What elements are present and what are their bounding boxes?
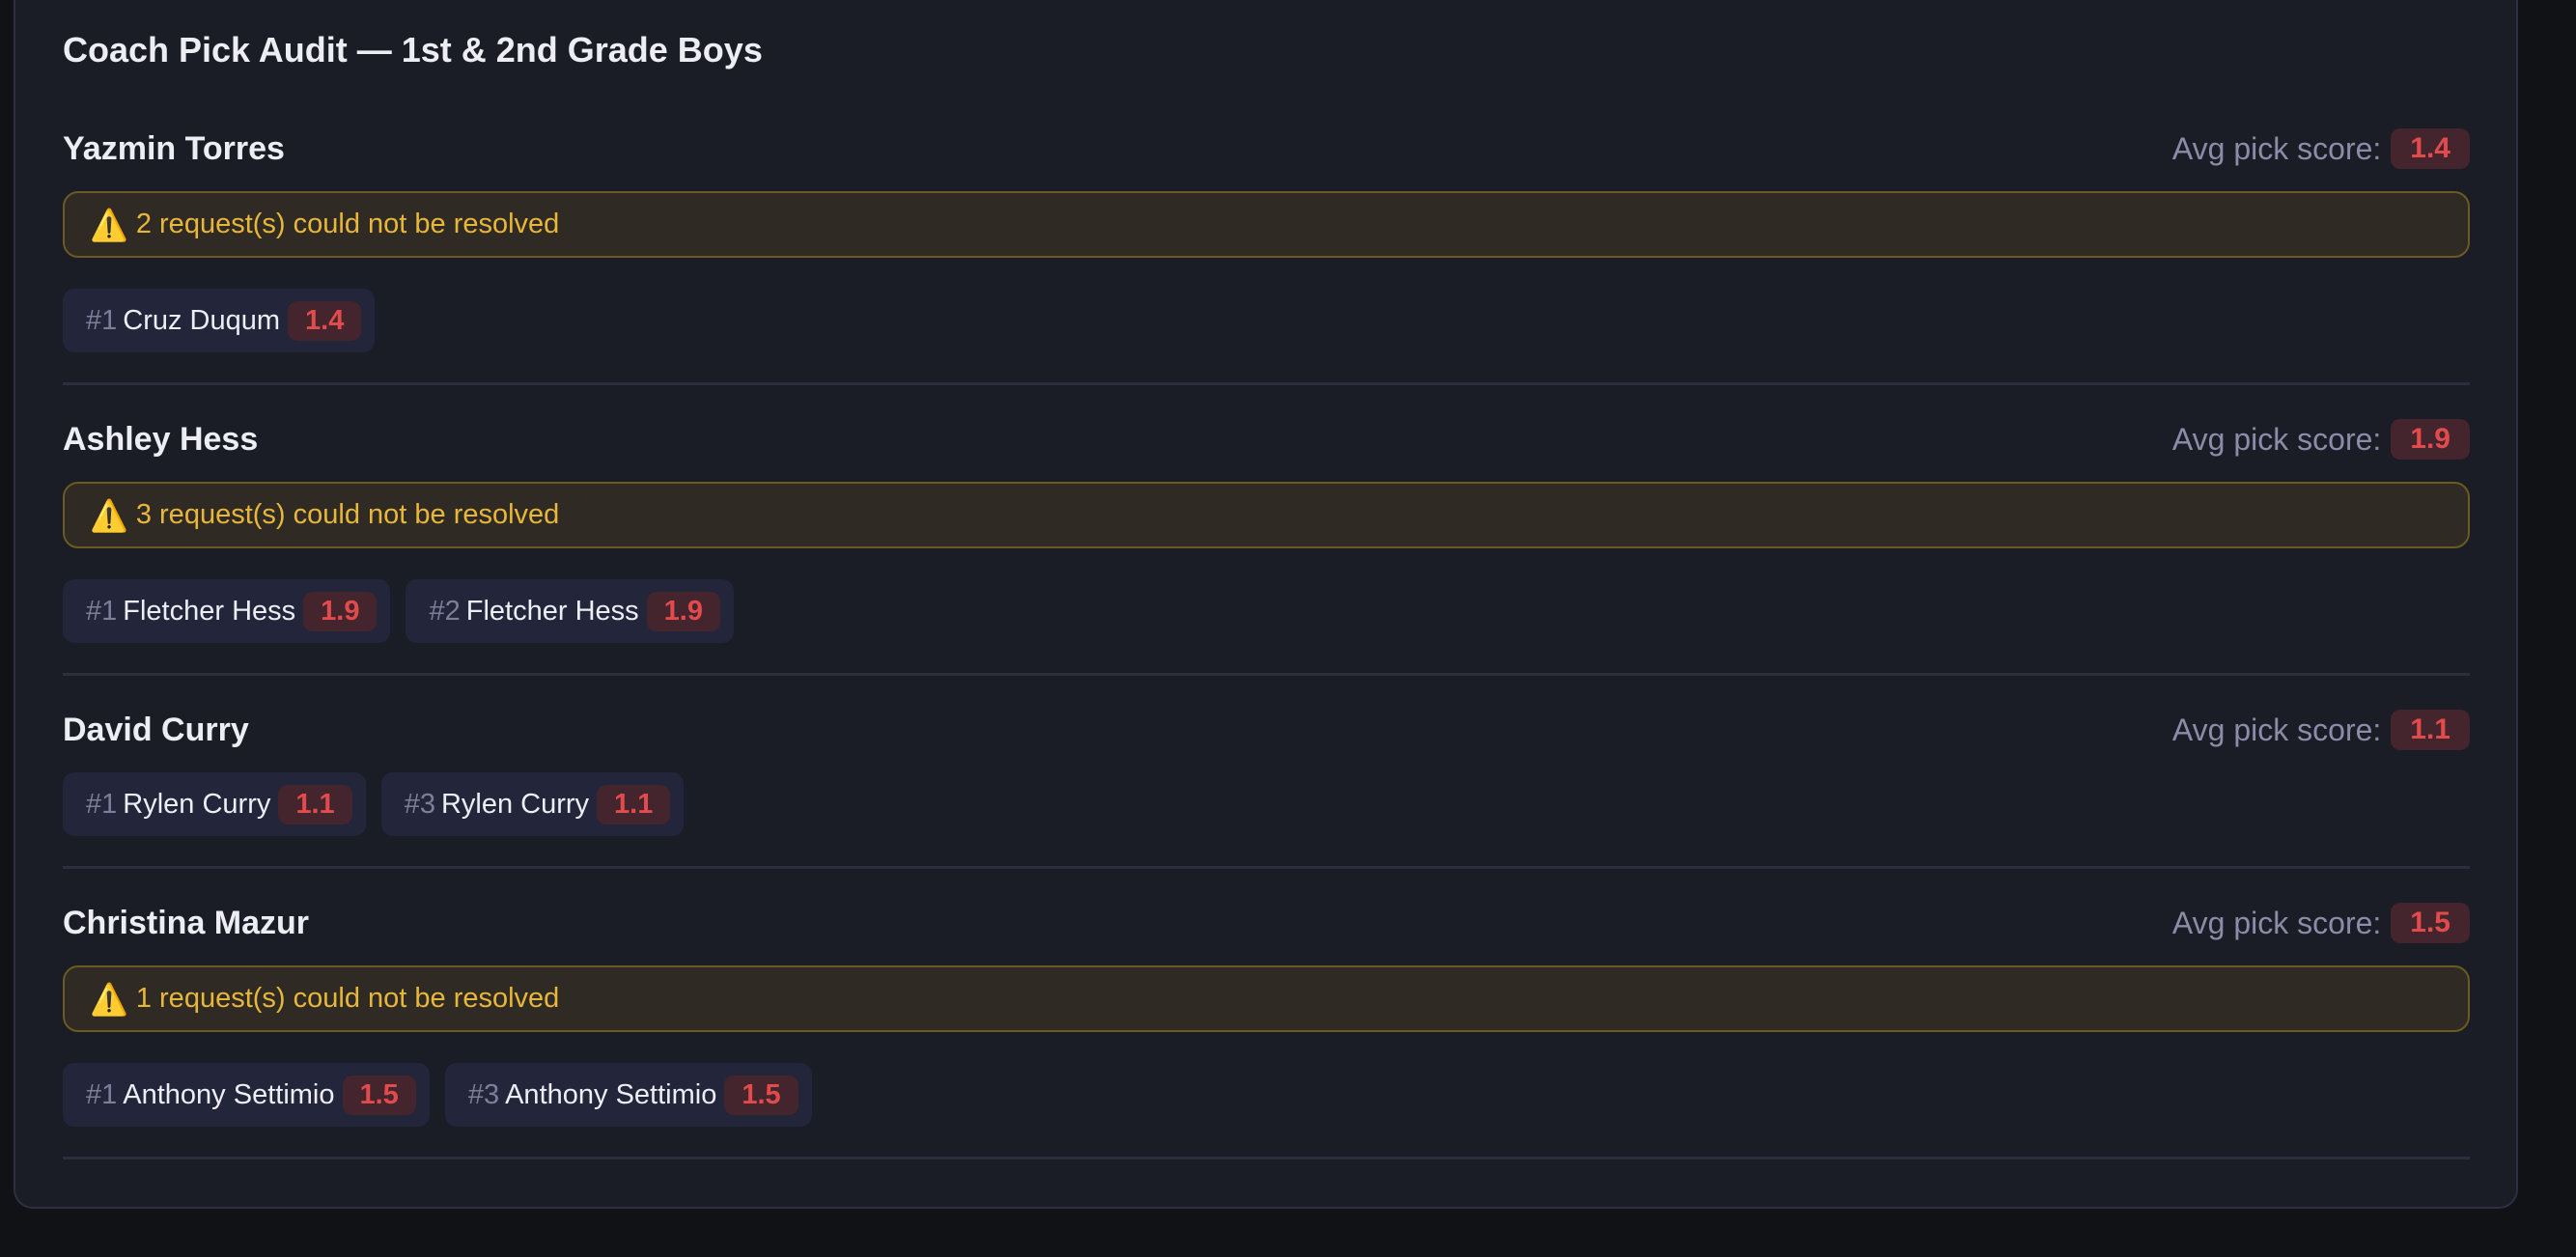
pick-score-badge: 1.1	[278, 784, 352, 824]
coach-header: David Curry Avg pick score: 1.1	[63, 709, 2470, 751]
pick-score-badge: 1.5	[724, 1075, 798, 1115]
pick-list: #1 Anthony Settimio 1.5 #3 Anthony Setti…	[63, 1063, 2470, 1127]
coach-name: David Curry	[63, 711, 249, 748]
coach-section: Christina Mazur Avg pick score: 1.5 ⚠️ 1…	[63, 902, 2470, 1159]
avg-label: Avg pick score:	[2171, 712, 2382, 747]
pick-list: #1 Fletcher Hess 1.9 #2 Fletcher Hess 1.…	[63, 579, 2470, 643]
pick-score-badge: 1.9	[646, 591, 720, 631]
coach-section: Yazmin Torres Avg pick score: 1.4 ⚠️ 2 r…	[63, 127, 2470, 385]
coach-name: Ashley Hess	[63, 420, 259, 458]
player-name: Fletcher Hess	[123, 595, 296, 627]
player-name: Fletcher Hess	[465, 595, 639, 627]
unresolved-warning: ⚠️ 2 request(s) could not be resolved	[63, 191, 2470, 258]
warning-triangle-icon: ⚠️	[90, 207, 128, 242]
warning-triangle-icon: ⚠️	[90, 981, 128, 1017]
pick-list: #1 Cruz Duqum 1.4	[63, 289, 2470, 352]
warning-triangle-icon: ⚠️	[90, 497, 128, 533]
pick-rank: #2	[429, 595, 461, 627]
pick-chip: #1 Cruz Duqum 1.4	[63, 289, 376, 352]
pick-rank: #1	[86, 595, 118, 627]
coach-section: David Curry Avg pick score: 1.1 #1 Rylen…	[63, 709, 2470, 869]
pick-rank: #3	[404, 788, 435, 820]
coach-section: Ashley Hess Avg pick score: 1.9 ⚠️ 3 req…	[63, 418, 2470, 676]
unresolved-warning: ⚠️ 1 request(s) could not be resolved	[63, 965, 2470, 1032]
pick-score-badge: 1.9	[303, 591, 378, 631]
pick-rank: #1	[86, 788, 118, 820]
coach-header: Ashley Hess Avg pick score: 1.9	[63, 418, 2470, 461]
player-name: Anthony Settimio	[505, 1078, 717, 1110]
avg-pick-score: Avg pick score: 1.9	[2172, 419, 2470, 460]
pick-chip: #2 Fletcher Hess 1.9	[406, 579, 734, 643]
pick-rank: #1	[86, 304, 118, 336]
pick-rank: #3	[467, 1078, 500, 1110]
pick-chip: #1 Anthony Settimio 1.5	[63, 1063, 430, 1127]
avg-score-badge: 1.5	[2391, 903, 2470, 943]
pick-list: #1 Rylen Curry 1.1 #3 Rylen Curry 1.1	[63, 772, 2470, 836]
pick-rank: #1	[86, 1078, 118, 1110]
player-name: Rylen Curry	[440, 788, 590, 820]
avg-label: Avg pick score:	[2171, 130, 2382, 166]
unresolved-warning: ⚠️ 3 request(s) could not be resolved	[63, 482, 2470, 548]
pick-chip: #1 Fletcher Hess 1.9	[63, 579, 391, 643]
pick-score-badge: 1.1	[597, 784, 671, 824]
warning-text: 1 request(s) could not be resolved	[135, 983, 560, 1014]
avg-score-badge: 1.4	[2391, 128, 2470, 169]
player-name: Cruz Duqum	[123, 304, 281, 336]
pick-score-badge: 1.4	[288, 300, 362, 341]
coach-header: Yazmin Torres Avg pick score: 1.4	[63, 127, 2470, 170]
avg-label: Avg pick score:	[2171, 421, 2382, 457]
page-title: Coach Pick Audit — 1st & 2nd Grade Boys	[63, 30, 763, 70]
avg-score-badge: 1.9	[2391, 419, 2470, 460]
pick-chip: #3 Anthony Settimio 1.5	[444, 1063, 812, 1127]
pick-chip: #1 Rylen Curry 1.1	[63, 772, 366, 836]
coach-pick-audit-card: Coach Pick Audit — 1st & 2nd Grade Boys …	[14, 0, 2518, 1209]
warning-text: 2 request(s) could not be resolved	[135, 209, 560, 239]
avg-pick-score: Avg pick score: 1.4	[2172, 128, 2470, 169]
avg-score-badge: 1.1	[2391, 710, 2470, 750]
avg-label: Avg pick score:	[2171, 905, 2382, 940]
coach-header: Christina Mazur Avg pick score: 1.5	[63, 902, 2470, 944]
avg-pick-score: Avg pick score: 1.1	[2172, 710, 2470, 750]
coach-name: Christina Mazur	[63, 904, 310, 941]
avg-pick-score: Avg pick score: 1.5	[2172, 903, 2470, 943]
player-name: Anthony Settimio	[123, 1078, 335, 1110]
pick-score-badge: 1.5	[342, 1075, 416, 1115]
pick-chip: #3 Rylen Curry 1.1	[380, 772, 685, 836]
coach-name: Yazmin Torres	[63, 129, 285, 167]
warning-text: 3 request(s) could not be resolved	[135, 499, 560, 530]
player-name: Rylen Curry	[123, 788, 271, 820]
